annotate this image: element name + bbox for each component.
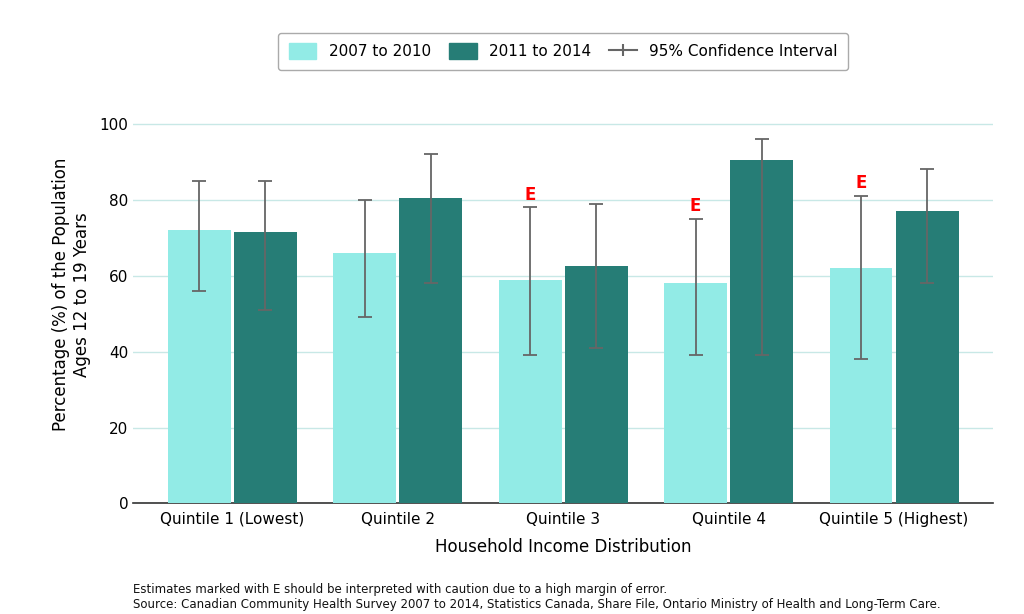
Y-axis label: Percentage (%) of the Population
Ages 12 to 19 Years: Percentage (%) of the Population Ages 12… xyxy=(52,158,91,432)
Bar xyxy=(499,279,561,503)
Bar xyxy=(234,232,297,503)
Bar xyxy=(829,268,892,503)
Bar xyxy=(565,266,628,503)
Bar xyxy=(399,198,462,503)
Text: Estimates marked with E should be interpreted with caution due to a high margin : Estimates marked with E should be interp… xyxy=(133,583,941,611)
Bar xyxy=(896,211,958,503)
Bar xyxy=(665,283,727,503)
Text: E: E xyxy=(855,174,866,192)
Legend: 2007 to 2010, 2011 to 2014, 95% Confidence Interval: 2007 to 2010, 2011 to 2014, 95% Confiden… xyxy=(279,33,848,70)
Bar xyxy=(168,230,230,503)
Text: E: E xyxy=(524,185,536,204)
Bar xyxy=(333,253,396,503)
X-axis label: Household Income Distribution: Household Income Distribution xyxy=(435,538,691,556)
Bar xyxy=(730,160,794,503)
Text: E: E xyxy=(690,197,701,215)
